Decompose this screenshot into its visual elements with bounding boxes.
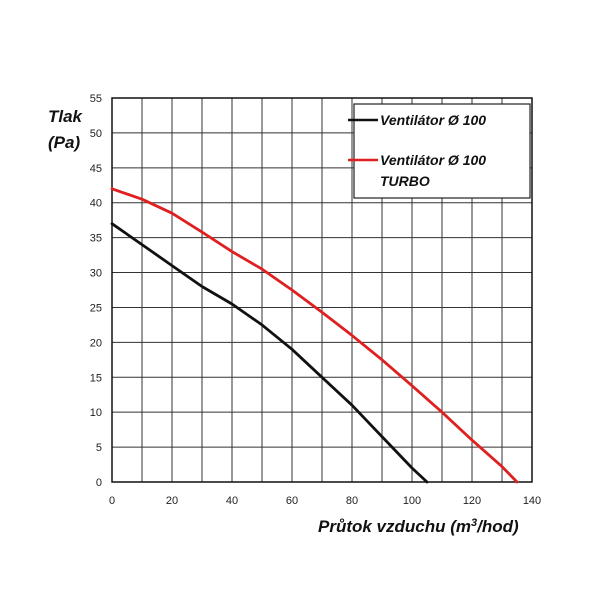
y-tick-label: 15 — [90, 372, 102, 384]
y-axis-label-line1: Tlak — [48, 107, 84, 126]
y-tick-label: 45 — [90, 163, 102, 175]
x-tick-label: 100 — [403, 495, 421, 507]
x-tick-label: 140 — [523, 495, 541, 507]
y-tick-label: 20 — [90, 337, 102, 349]
x-axis-label-suffix: /hod) — [476, 517, 519, 536]
x-tick-label: 20 — [166, 495, 178, 507]
y-tick-label: 55 — [90, 93, 102, 105]
x-tick-label: 80 — [346, 495, 358, 507]
y-tick-label: 40 — [90, 198, 102, 210]
x-axis-label-sup: 3 — [471, 517, 477, 529]
series-line-1 — [110, 222, 429, 484]
legend-label-series-2-line1: Ventilátor Ø 100 — [380, 152, 486, 168]
legend-label-series-2-line2: TURBO — [380, 173, 430, 189]
legend: Ventilátor Ø 100 Ventilátor Ø 100 TURBO — [348, 103, 531, 199]
x-tick-label: 120 — [463, 495, 481, 507]
x-axis-label: Průtok vzduchu (m3/hod) — [318, 517, 519, 536]
x-tick-label: 60 — [286, 495, 298, 507]
y-axis-label-line2: (Pa) — [48, 133, 80, 152]
x-axis-label-prefix: Průtok vzduchu (m — [318, 517, 471, 536]
plot-frame — [111, 97, 533, 483]
x-tick-label: 40 — [226, 495, 238, 507]
y-tick-label: 5 — [96, 442, 102, 454]
y-tick-label: 10 — [90, 407, 102, 419]
y-tick-label: 0 — [96, 477, 102, 489]
tick-labels: 0 20 40 60 80 100 120 140 0 5 10 15 20 25 30 35 40 45 50 55 — [90, 93, 541, 507]
legend-label-series-1: Ventilátor Ø 100 — [380, 112, 486, 128]
legend-box — [353, 103, 531, 199]
x-tick-label: 0 — [109, 495, 115, 507]
series-lines — [110, 187, 519, 484]
y-tick-label: 35 — [90, 233, 102, 245]
y-tick-label: 25 — [90, 302, 102, 314]
series-line-2 — [110, 187, 519, 484]
axes — [111, 97, 533, 483]
y-tick-label: 50 — [90, 128, 102, 140]
y-tick-label: 30 — [90, 268, 102, 280]
